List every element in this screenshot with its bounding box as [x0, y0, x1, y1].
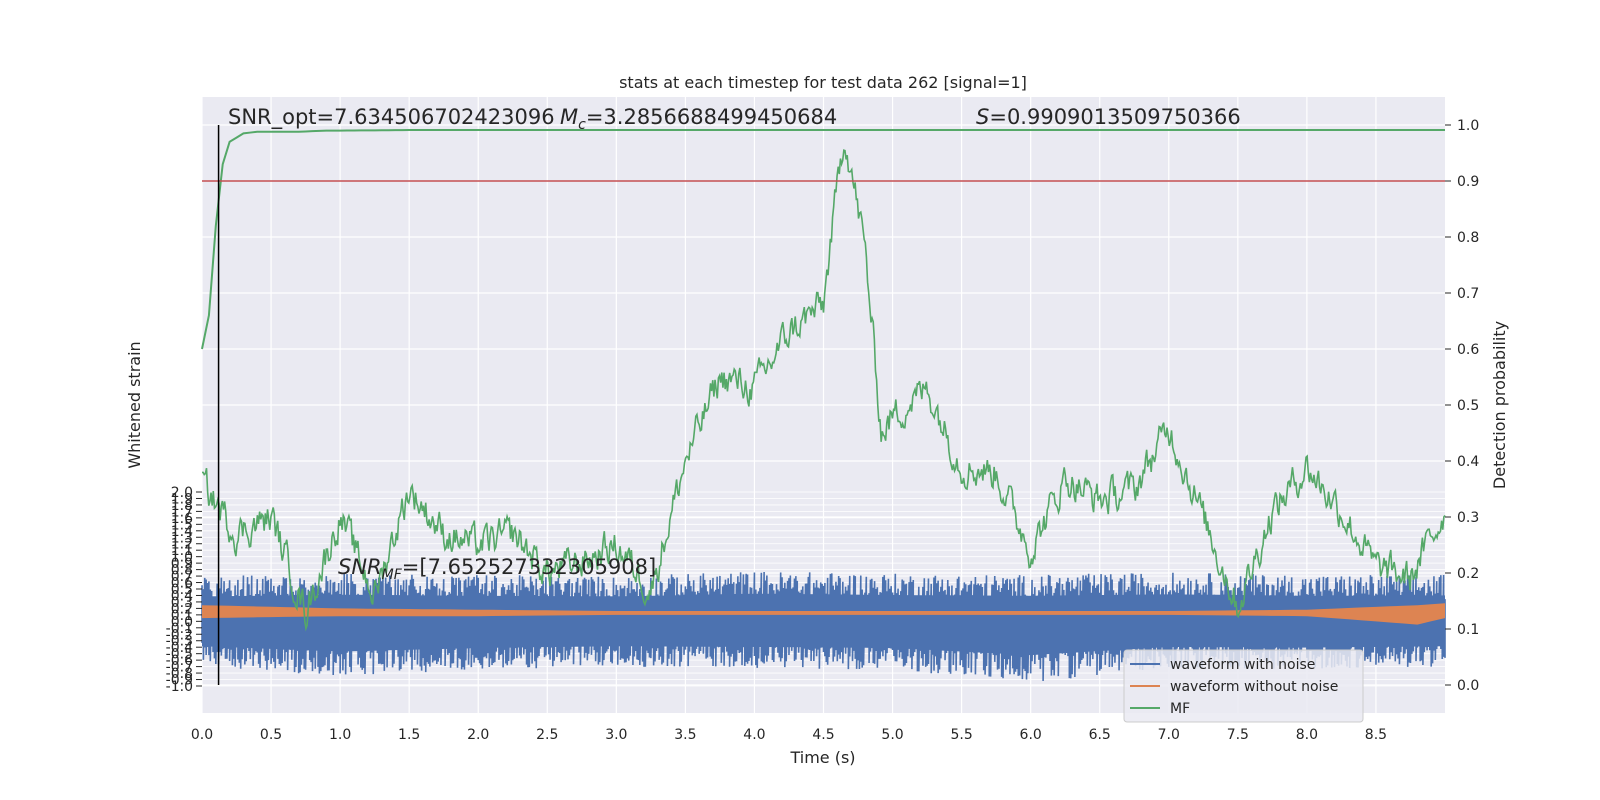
x-tick-label-5: 2.5	[536, 727, 558, 743]
x-tick-label-11: 5.5	[950, 727, 972, 743]
y-right-tick-label-5: 0.5	[1457, 398, 1479, 414]
annotation-snr-opt: SNR_opt=7.634506702423096	[228, 105, 555, 130]
annotation-snr-mf-sub: MF	[382, 567, 403, 583]
x-tick-label-16: 8.0	[1296, 727, 1318, 743]
y-left-tick-label-21: 1.1	[171, 543, 193, 559]
y-left-tick-label-27: 1.7	[171, 504, 193, 520]
y-left-tick-label-2: -0.8	[166, 666, 193, 682]
y-left-tick-label-16: 0.6	[171, 576, 193, 592]
y-right-tick-label-0: 0.0	[1457, 678, 1479, 694]
y-right-tick-label-7: 0.7	[1457, 286, 1479, 302]
clean-band	[202, 603, 1445, 625]
x-tick-label-15: 7.5	[1227, 727, 1249, 743]
x-tick-label-14: 7.0	[1158, 727, 1180, 743]
y-axis-left-ticks: -1.0-0.9-0.8-0.7-0.6-0.5-0.4-0.3-0.2-0.1…	[166, 485, 202, 695]
series-mf-left-axis	[201, 129, 1445, 350]
y-left-tick-label-10: 0.0	[171, 614, 193, 630]
legend-label-mf: MF	[1170, 701, 1190, 717]
y-right-tick-label-1: 0.1	[1457, 622, 1479, 638]
y-left-tick-label-18: 0.8	[171, 563, 193, 579]
x-tick-label-1: 0.5	[260, 727, 282, 743]
y-right-tick-label-9: 0.9	[1457, 174, 1479, 190]
annotation-snr-mf-value: =[7.652527332305908]	[402, 555, 656, 579]
y-left-tick-label-5: -0.5	[166, 647, 193, 663]
legend-label-noise: waveform with noise	[1170, 657, 1315, 673]
y-left-tick-label-25: 1.5	[171, 517, 193, 533]
y-axis-right-ticks: 0.0 0.1 0.2 0.3 0.4 0.5 0.6 0.7 0.8 0.9 1.0	[1445, 118, 1479, 694]
legend: waveform with noise waveform without noi…	[1123, 649, 1364, 723]
x-tick-label-12: 6.0	[1020, 727, 1042, 743]
y-left-tick-label-8: -0.2	[166, 627, 193, 643]
y-left-tick-label-26: 1.6	[171, 511, 193, 527]
annotation-s: S=0.9909013509750366	[976, 105, 1241, 129]
y-left-tick-label-17: 0.7	[171, 569, 193, 585]
y-right-tick-label-4: 0.4	[1457, 454, 1479, 470]
y-axis-left-label: Whitened strain	[125, 341, 144, 468]
series-mf-right-axis	[201, 149, 1446, 632]
y-left-tick-label-3: -0.7	[166, 660, 193, 676]
y-right-tick-label-3: 0.3	[1457, 510, 1479, 526]
x-tick-label-10: 5.0	[881, 727, 903, 743]
y-left-tick-label-0: -1.0	[166, 679, 193, 695]
legend-box	[1123, 649, 1364, 723]
y-left-tick-label-20: 1.0	[171, 550, 193, 566]
x-axis-label: Time (s)	[789, 748, 855, 767]
annotation-mc-value: =3.2856688499450684	[586, 105, 837, 129]
y-left-tick-label-1: -0.9	[166, 673, 193, 689]
x-tick-label-17: 8.5	[1365, 727, 1387, 743]
y-right-tick-label-10: 1.0	[1457, 118, 1479, 134]
y-right-tick-label-2: 0.2	[1457, 566, 1479, 582]
y-left-tick-label-24: 1.4	[171, 524, 193, 540]
legend-label-clean: waveform without noise	[1170, 679, 1338, 695]
annotation-snr-mf-main: SNR	[338, 555, 382, 579]
x-tick-label-0: 0.0	[191, 727, 213, 743]
mf-right-trace	[201, 149, 1446, 632]
y-left-tick-label-4: -0.6	[166, 653, 193, 669]
y-left-tick-label-23: 1.3	[171, 530, 193, 546]
annotation-mc-sub: c	[578, 117, 586, 133]
y-left-tick-label-19: 0.9	[171, 556, 193, 572]
y-left-tick-label-29: 1.9	[171, 491, 193, 507]
annotation-snr-mf: SNRMF=[7.652527332305908]	[338, 555, 656, 583]
y-left-tick-label-12: 0.2	[171, 601, 193, 617]
annotation-snr-opt-text: SNR_opt=7.634506702423096	[228, 105, 555, 130]
x-tick-label-9: 4.5	[812, 727, 834, 743]
y-left-tick-label-7: -0.3	[166, 634, 193, 650]
x-tick-label-13: 6.5	[1089, 727, 1111, 743]
annotation-mc-main: M	[560, 105, 578, 129]
y-left-tick-label-13: 0.3	[171, 595, 193, 611]
annotation-mc: Mc=3.2856688499450684	[560, 105, 837, 133]
y-right-tick-label-8: 0.8	[1457, 230, 1479, 246]
x-tick-label-2: 1.0	[329, 727, 351, 743]
y-left-tick-label-9: -0.1	[166, 621, 193, 637]
annotation-s-main: S	[976, 105, 989, 129]
annotation-s-value: =0.9909013509750366	[989, 105, 1240, 129]
y-left-tick-label-28: 1.8	[171, 498, 193, 514]
x-tick-label-6: 3.0	[605, 727, 627, 743]
y-left-tick-label-14: 0.4	[171, 588, 193, 604]
y-right-tick-label-6: 0.6	[1457, 342, 1479, 358]
y-left-tick-label-30: 2.0	[171, 485, 193, 501]
y-left-tick-label-11: 0.1	[171, 608, 193, 624]
x-tick-label-4: 2.0	[467, 727, 489, 743]
series-waveform-without-noise	[202, 603, 1445, 625]
mf-left-trace	[201, 129, 1445, 350]
x-tick-label-3: 1.5	[398, 727, 420, 743]
y-left-tick-label-15: 0.5	[171, 582, 193, 598]
x-axis-ticks: 0.0 0.5 1.0 1.5 2.0 2.5 3.0 3.5 4.0 4.5 5.0 5.5 6.0 6…	[191, 727, 1387, 743]
chart-title: stats at each timestep for test data 262…	[619, 73, 1027, 92]
y-left-tick-label-6: -0.4	[166, 640, 193, 656]
noise-core	[202, 593, 1445, 656]
y-axis-right-label: Detection probability	[1490, 321, 1509, 489]
x-tick-label-7: 3.5	[674, 727, 696, 743]
y-left-tick-label-22: 1.2	[171, 537, 193, 553]
x-tick-label-8: 4.0	[743, 727, 765, 743]
